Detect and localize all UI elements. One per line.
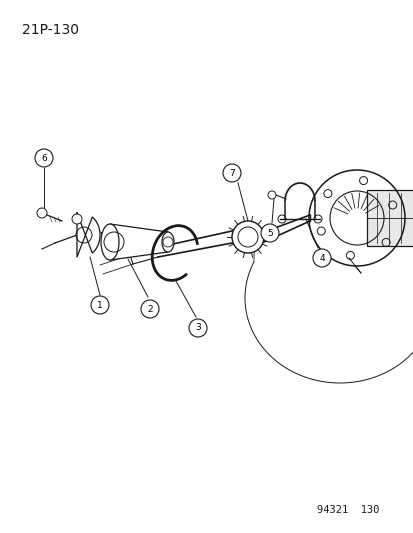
Circle shape: [35, 149, 53, 167]
Polygon shape: [77, 213, 100, 257]
Text: 21P-130: 21P-130: [22, 23, 79, 37]
Bar: [366, 190, 413, 246]
Circle shape: [223, 164, 240, 182]
Text: 3: 3: [195, 324, 200, 333]
Circle shape: [72, 214, 82, 224]
Ellipse shape: [161, 232, 173, 252]
Text: 94321  130: 94321 130: [317, 505, 379, 515]
Text: 7: 7: [228, 168, 234, 177]
Circle shape: [91, 296, 109, 314]
Text: 1: 1: [97, 301, 102, 310]
Circle shape: [141, 300, 159, 318]
Circle shape: [312, 249, 330, 267]
Circle shape: [267, 191, 275, 199]
Text: 4: 4: [318, 254, 324, 262]
Circle shape: [231, 221, 263, 253]
Circle shape: [37, 208, 47, 218]
Ellipse shape: [101, 224, 119, 260]
Circle shape: [260, 224, 278, 242]
Text: 6: 6: [41, 154, 47, 163]
Circle shape: [237, 227, 257, 247]
Text: 2: 2: [147, 304, 152, 313]
Polygon shape: [110, 224, 168, 260]
Circle shape: [189, 319, 206, 337]
Text: 5: 5: [266, 229, 272, 238]
